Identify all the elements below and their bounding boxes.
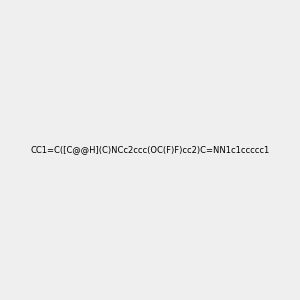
Text: CC1=C([C@@H](C)NCc2ccc(OC(F)F)cc2)C=NN1c1ccccc1: CC1=C([C@@H](C)NCc2ccc(OC(F)F)cc2)C=NN1c… — [30, 146, 270, 154]
